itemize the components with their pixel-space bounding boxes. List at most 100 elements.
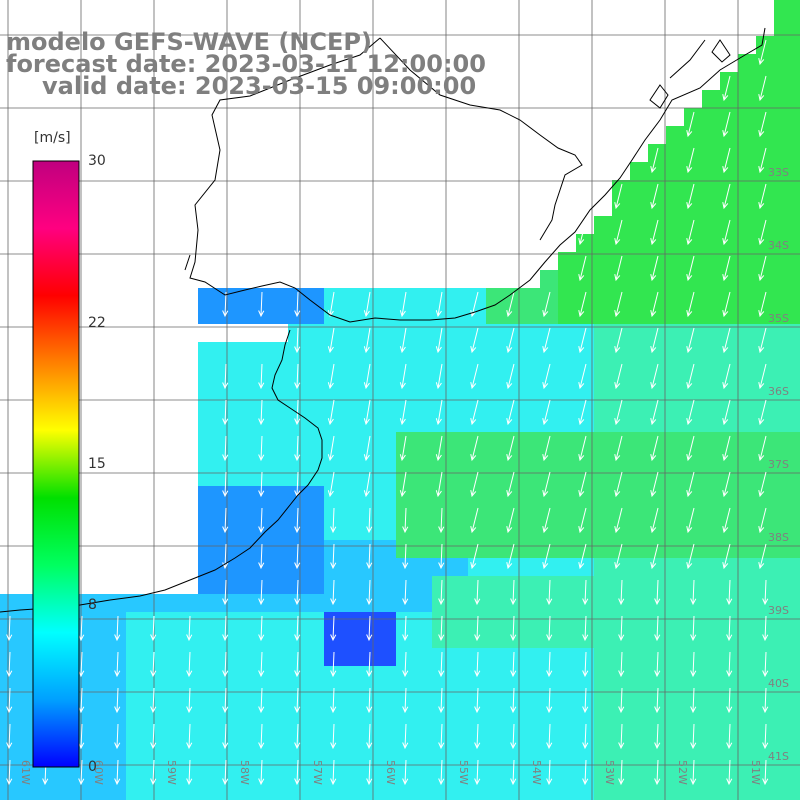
field-cell bbox=[198, 630, 216, 648]
field-cell bbox=[594, 774, 612, 792]
field-cell bbox=[414, 594, 432, 612]
field-cell bbox=[756, 126, 774, 144]
field-cell bbox=[684, 198, 702, 216]
field-cell bbox=[126, 720, 144, 738]
field-cell bbox=[630, 396, 648, 414]
wind-arrow bbox=[366, 651, 373, 678]
field-cell bbox=[594, 684, 612, 702]
field-cell bbox=[414, 540, 432, 558]
wind-arrow bbox=[258, 507, 265, 534]
field-cell bbox=[342, 522, 360, 540]
field-cell bbox=[774, 108, 792, 126]
wind-arrow bbox=[690, 579, 697, 606]
field-cell bbox=[306, 360, 324, 378]
field-cell bbox=[342, 630, 360, 648]
field-cell bbox=[630, 198, 648, 216]
wind-arrow bbox=[722, 507, 731, 534]
field-cell bbox=[378, 648, 396, 666]
wind-arrow bbox=[582, 687, 589, 714]
field-cell bbox=[396, 540, 414, 558]
field-cell bbox=[774, 684, 792, 702]
field-cell bbox=[288, 396, 306, 414]
field-cell bbox=[576, 576, 594, 594]
wind-arrow bbox=[654, 723, 661, 750]
field-cell bbox=[396, 414, 414, 432]
field-cell bbox=[684, 522, 702, 540]
lon-label: 51W bbox=[749, 760, 762, 785]
wind-arrow bbox=[150, 651, 157, 678]
field-cell bbox=[738, 396, 756, 414]
field-cell bbox=[216, 576, 234, 594]
wind-arrow bbox=[758, 291, 767, 318]
wind-arrow bbox=[686, 291, 695, 318]
field-cell bbox=[90, 738, 108, 756]
field-cell bbox=[378, 414, 396, 432]
field-cell bbox=[126, 630, 144, 648]
wind-arrow bbox=[114, 687, 121, 714]
field-cell bbox=[702, 774, 720, 792]
wind-arrow bbox=[758, 327, 767, 354]
field-cell bbox=[378, 576, 396, 594]
wind-arrow bbox=[474, 687, 481, 714]
field-cell bbox=[450, 630, 468, 648]
field-cell bbox=[720, 450, 738, 468]
field-cell bbox=[612, 576, 630, 594]
field-cell bbox=[702, 198, 720, 216]
wind-arrow bbox=[546, 687, 553, 714]
field-cell bbox=[90, 594, 108, 612]
field-cell bbox=[450, 792, 468, 800]
field-cell bbox=[432, 576, 450, 594]
field-cell bbox=[486, 648, 504, 666]
field-cell bbox=[522, 684, 540, 702]
wind-arrow bbox=[222, 363, 229, 390]
field-cell bbox=[378, 630, 396, 648]
wind-arrow bbox=[650, 291, 659, 318]
field-cell bbox=[342, 738, 360, 756]
wind-arrow bbox=[470, 471, 479, 498]
field-cell bbox=[576, 684, 594, 702]
field-cell bbox=[666, 450, 684, 468]
field-cell bbox=[558, 342, 576, 360]
field-cell bbox=[702, 180, 720, 198]
field-cell bbox=[432, 450, 450, 468]
wind-arrow bbox=[363, 363, 371, 390]
field-cell bbox=[378, 504, 396, 522]
field-cell bbox=[306, 522, 324, 540]
field-cell bbox=[288, 792, 306, 800]
field-cell bbox=[558, 252, 576, 270]
field-cell bbox=[396, 792, 414, 800]
field-cell bbox=[702, 738, 720, 756]
field-cell bbox=[216, 396, 234, 414]
field-cell bbox=[378, 306, 396, 324]
field-cell bbox=[378, 288, 396, 306]
field-cell bbox=[378, 702, 396, 720]
field-cell bbox=[756, 90, 774, 108]
field-cell bbox=[18, 684, 36, 702]
wind-arrow bbox=[506, 507, 515, 534]
field-cell bbox=[702, 162, 720, 180]
wind-arrow bbox=[222, 471, 229, 498]
field-cell bbox=[576, 486, 594, 504]
field-cell bbox=[450, 486, 468, 504]
wind-arrow bbox=[690, 759, 697, 786]
wind-arrow bbox=[186, 615, 193, 642]
field-cell bbox=[666, 594, 684, 612]
field-cell bbox=[594, 594, 612, 612]
field-cell bbox=[216, 432, 234, 450]
field-cell bbox=[450, 324, 468, 342]
wind-arrow bbox=[654, 615, 661, 642]
field-cell bbox=[486, 576, 504, 594]
wind-arrow bbox=[758, 111, 767, 138]
field-cell bbox=[684, 612, 702, 630]
field-cell bbox=[378, 792, 396, 800]
field-cell bbox=[216, 792, 234, 800]
wind-arrow bbox=[618, 759, 625, 786]
field-cell bbox=[630, 270, 648, 288]
field-cell bbox=[486, 792, 504, 800]
field-cell bbox=[234, 378, 252, 396]
wind-arrow bbox=[726, 723, 733, 750]
field-cell bbox=[684, 162, 702, 180]
field-cell bbox=[324, 684, 342, 702]
field-cell bbox=[270, 504, 288, 522]
field-cell bbox=[378, 684, 396, 702]
